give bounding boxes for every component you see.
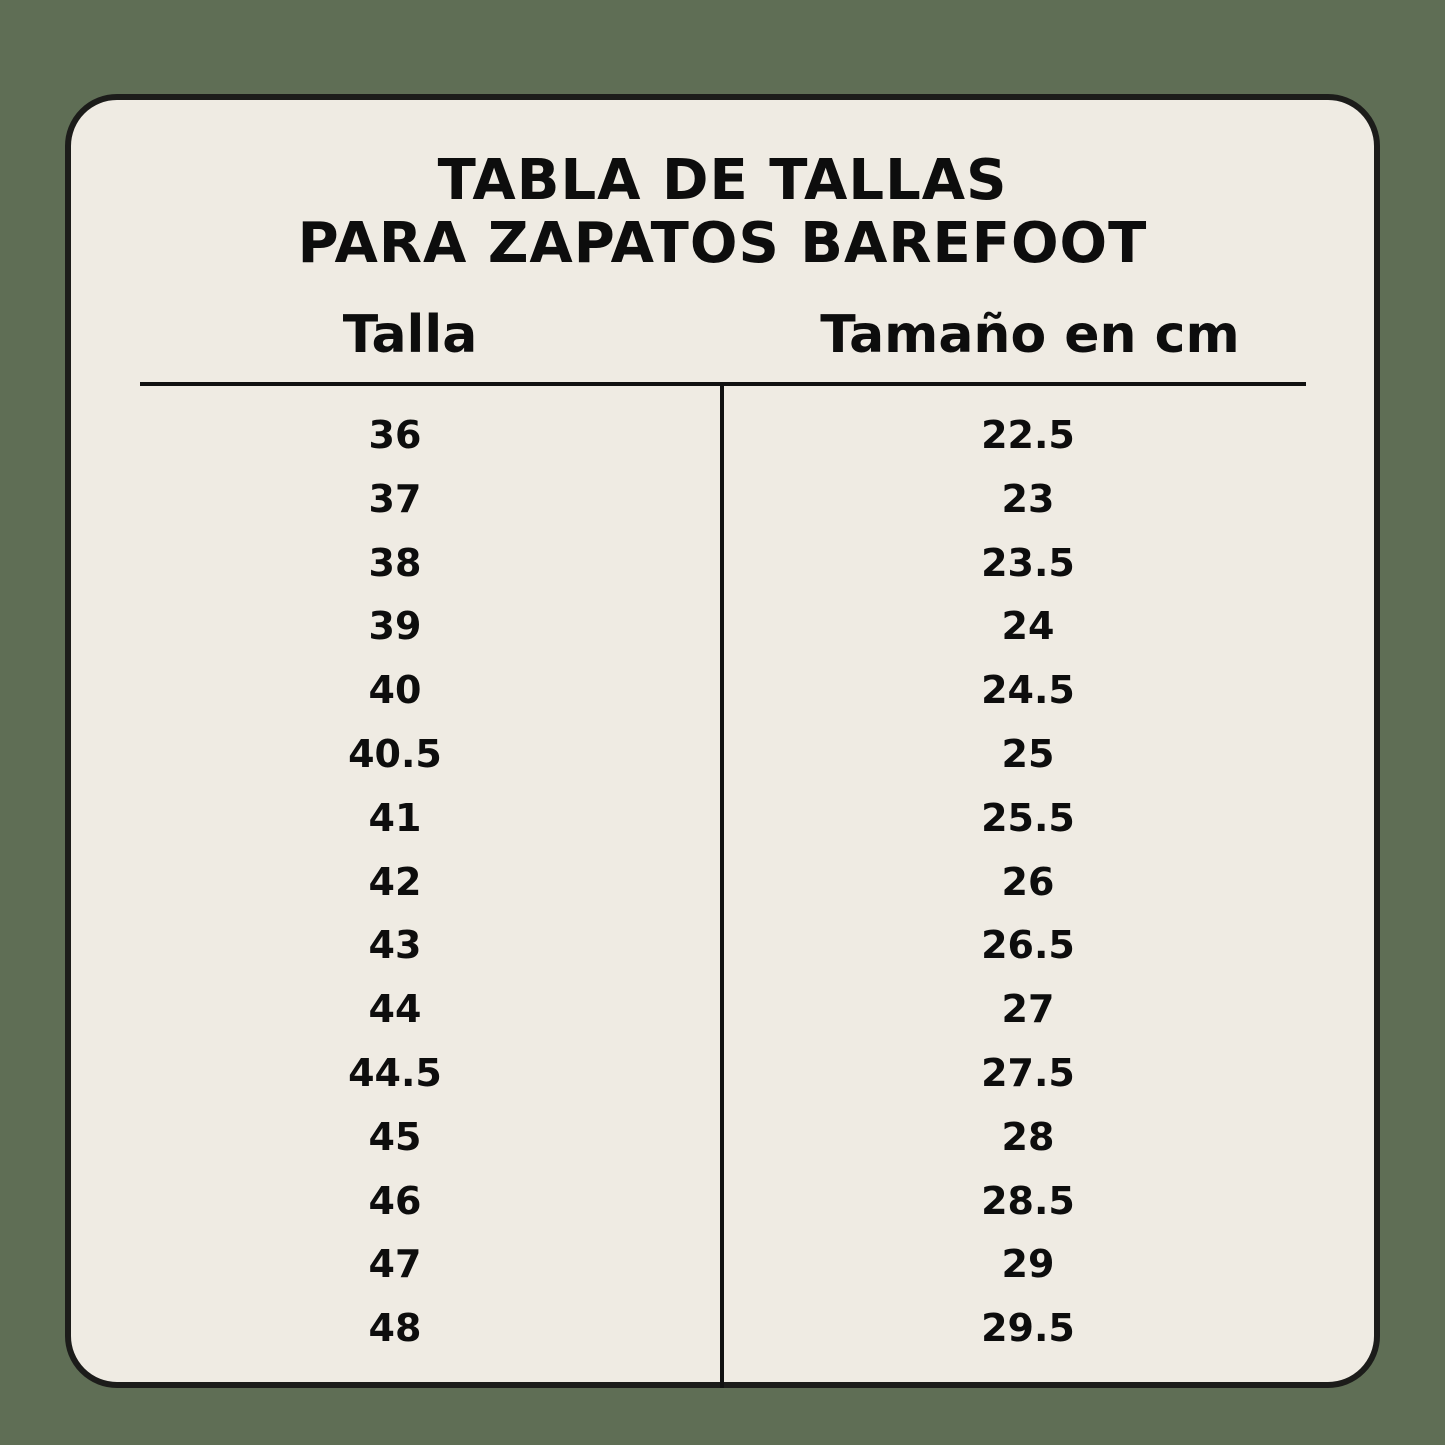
size-cell: 47	[368, 1242, 422, 1287]
cm-cell: 29.5	[981, 1306, 1075, 1351]
title-line-2: PARA ZAPATOS BAREFOOT	[297, 211, 1148, 276]
size-cell: 44.5	[348, 1051, 442, 1095]
cm-cell: 28	[1001, 1114, 1055, 1159]
cm-cell: 25.5	[981, 795, 1075, 840]
size-cell: 36	[368, 413, 422, 457]
size-cell: 48	[368, 1306, 422, 1351]
cm-cell: 28.5	[981, 1178, 1075, 1223]
cm-cell: 23.5	[981, 540, 1075, 585]
size-cell: 40	[368, 668, 422, 713]
cm-cell: 27	[1001, 987, 1055, 1032]
column-divider	[720, 384, 724, 1388]
size-cell: 40.5	[348, 732, 442, 776]
size-cell: 39	[368, 604, 422, 649]
header-talla: Talla	[342, 305, 478, 365]
title-line-1: TABLA DE TALLAS	[437, 148, 1008, 213]
cm-cell: 26	[1001, 859, 1055, 904]
size-cell: 42	[368, 859, 422, 904]
cm-cell: 25	[1001, 732, 1055, 776]
size-cell: 46	[368, 1178, 422, 1223]
cm-cell: 29	[1001, 1242, 1055, 1287]
header-cm: Tamaño en cm	[820, 305, 1240, 365]
size-cell: 38	[368, 540, 422, 585]
size-cell: 43	[368, 923, 422, 968]
cm-cell: 22.5	[981, 413, 1075, 457]
size-cell: 41	[368, 795, 422, 840]
cm-cell: 23	[1001, 476, 1055, 521]
size-cell: 44	[368, 987, 422, 1032]
cm-cell: 24.5	[981, 668, 1075, 713]
size-cell: 37	[368, 476, 422, 521]
size-cell: 45	[368, 1114, 422, 1159]
cm-cell: 26.5	[981, 923, 1075, 968]
cm-cell: 24	[1001, 604, 1055, 649]
cm-cell: 27.5	[981, 1051, 1075, 1095]
